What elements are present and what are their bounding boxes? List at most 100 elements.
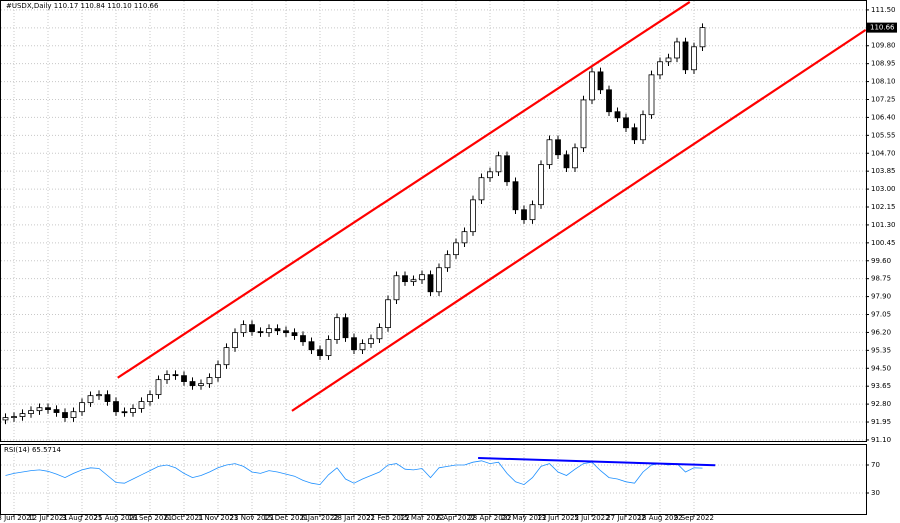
y-tick-label: 103.85 (871, 167, 896, 175)
candle-body (334, 317, 340, 341)
y-tick-label: 99.60 (871, 257, 891, 265)
y-tick-label: 93.65 (871, 382, 891, 390)
candle-body (606, 89, 612, 113)
candle-body (62, 412, 68, 419)
price-pane (0, 0, 867, 442)
candle-body (79, 402, 85, 413)
candle-body (699, 27, 706, 48)
candle-body (87, 395, 94, 404)
candle-body (36, 407, 43, 412)
y-tick-label: 107.25 (871, 95, 896, 103)
candle-body (665, 57, 672, 63)
candle-body (96, 394, 102, 397)
candle-body (325, 339, 332, 357)
candle-body (28, 410, 34, 414)
candle-body (11, 416, 17, 419)
candle-body (682, 41, 689, 71)
candle-body (691, 46, 697, 71)
candle-body (580, 99, 587, 149)
candle-body (572, 147, 578, 169)
y-tick-label: 101.30 (871, 221, 896, 229)
candle-body (206, 377, 213, 385)
candle-body (648, 74, 655, 116)
candle-body (121, 411, 128, 414)
y-tick-label: 105.55 (871, 131, 896, 139)
candle-body (478, 177, 485, 201)
y-tick-label: 30 (871, 489, 880, 497)
candle-body (70, 411, 77, 419)
candle-body (368, 338, 374, 345)
x-tick-label: 21 Feb 2022 (366, 514, 410, 522)
x-tick-label: 15 Dec 2021 (264, 514, 309, 522)
candle-body (453, 242, 459, 256)
candle-body (104, 394, 111, 402)
candle-body (257, 331, 264, 334)
candle-body (614, 111, 621, 119)
candle-body (444, 254, 451, 269)
y-tick-label: 91.95 (871, 418, 891, 426)
candle-body (521, 209, 527, 221)
candle-body (155, 379, 162, 396)
rsi-pane (0, 444, 867, 515)
candle-body (504, 155, 510, 183)
candle-body (555, 139, 561, 156)
x-tick-label: 6 Apr 2022 (437, 514, 476, 522)
candle-body (512, 181, 519, 211)
candle-body (351, 337, 357, 351)
candle-body (376, 327, 383, 340)
candle-body (461, 231, 468, 244)
candle-body (274, 328, 281, 332)
y-tick-label: 111.50 (871, 6, 896, 14)
candle-body (529, 204, 536, 221)
candle-body (623, 117, 629, 129)
candle-body (495, 155, 502, 173)
candle-body (147, 394, 153, 402)
candle-body (563, 154, 570, 169)
trend-line (117, 1, 691, 379)
y-tick-label: 96.20 (871, 328, 891, 336)
trend-line (478, 457, 716, 467)
candle-body (393, 275, 400, 301)
x-tick-label: 25 Aug 2021 (94, 514, 139, 522)
candle-body (631, 127, 638, 141)
y-tick-label: 97.90 (871, 293, 891, 301)
y-tick-label: 91.10 (871, 436, 891, 444)
x-tick-label: 13 Jun 2022 (537, 514, 579, 522)
y-tick-label: 104.70 (871, 149, 896, 157)
candle-body (597, 71, 604, 91)
y-tick-label: 103.00 (871, 185, 896, 193)
candle-body (53, 409, 60, 413)
x-tick-label: 18 Jun 2021 (0, 514, 35, 522)
candle-body (249, 324, 255, 332)
candle-body (19, 413, 26, 417)
candle-body (223, 347, 230, 366)
candle-body (410, 279, 417, 283)
candle-body (291, 332, 298, 336)
y-tick-label: 97.05 (871, 311, 891, 319)
candle-body (402, 275, 408, 283)
y-tick-label: 98.75 (871, 275, 891, 283)
chart-title: #USDX,Daily 110.17 110.84 110.10 110.66 (6, 2, 159, 10)
candle-body (113, 401, 119, 413)
candle-body (266, 328, 272, 334)
candle-body (640, 114, 646, 141)
candle-body (538, 164, 544, 206)
candle-body (181, 375, 187, 382)
y-tick-label: 108.10 (871, 78, 896, 86)
candle-body (198, 383, 204, 386)
candle-body (300, 335, 306, 343)
candle-body (487, 171, 493, 179)
rsi-line (5, 460, 703, 486)
x-tick-label: 28 Apr 2022 (468, 514, 511, 522)
y-tick-label: 109.80 (871, 42, 896, 50)
candle-body (317, 349, 323, 357)
y-tick-label: 108.95 (871, 60, 896, 68)
x-tick-label: 20 May 2022 (501, 514, 547, 522)
candle-body (2, 417, 9, 421)
candle-body (283, 330, 289, 334)
candle-body (138, 401, 145, 409)
x-tick-label: 18 Aug 2022 (638, 514, 683, 522)
x-tick-label: 5 Jul 2022 (574, 514, 609, 522)
candle-body (232, 332, 238, 349)
